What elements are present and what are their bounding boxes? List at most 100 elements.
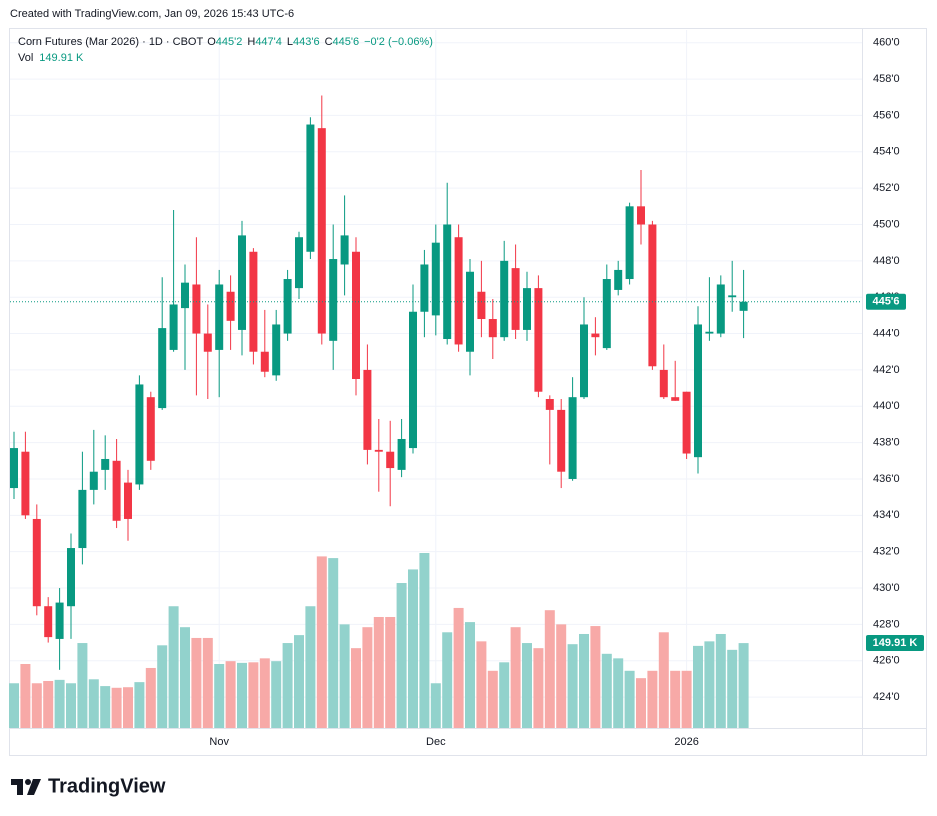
volume-bar <box>670 670 681 728</box>
volume-bar <box>613 658 624 728</box>
candle-body <box>238 235 246 330</box>
candle-body <box>545 398 554 410</box>
candle-body <box>580 324 588 398</box>
candle-body <box>340 235 349 265</box>
candle-body <box>625 206 634 280</box>
volume-bar <box>544 610 555 728</box>
candle-body <box>568 397 577 479</box>
volume-bar <box>693 645 703 728</box>
candle-body <box>317 128 326 334</box>
volume-bar <box>487 670 498 728</box>
volume-bar <box>134 682 145 728</box>
candle-body <box>272 324 281 376</box>
created-note: Created with TradingView.com, Jan 09, 20… <box>10 8 294 20</box>
y-tick-label: 442'0 <box>873 364 900 376</box>
candle-body <box>386 451 395 469</box>
y-tick-label: 430'0 <box>873 582 900 594</box>
volume-bar <box>681 670 692 728</box>
volume-bar <box>385 616 396 728</box>
candle-body <box>146 397 155 461</box>
volume-pane <box>9 553 749 728</box>
candle-body <box>648 224 657 367</box>
volume-bar <box>180 627 190 728</box>
candle-body <box>135 384 144 485</box>
candle-body <box>169 304 178 350</box>
candle-body <box>21 451 30 516</box>
volume-bar <box>590 626 601 728</box>
chart-title: Corn Futures (Mar 2026) · 1D · CBOT <box>18 36 203 48</box>
candle-body <box>488 319 497 338</box>
volume-bar <box>396 583 407 728</box>
candle-body <box>591 333 600 338</box>
candle-body <box>89 471 98 490</box>
volume-bar <box>145 667 156 728</box>
candle-body <box>295 237 303 289</box>
volume-bar <box>601 653 612 728</box>
candle-body <box>614 269 623 290</box>
volume-bar <box>465 622 475 728</box>
candle-body <box>32 518 41 607</box>
candle-body <box>728 295 737 298</box>
volume-bar <box>476 641 487 728</box>
volume-bar <box>191 637 202 728</box>
volume-bar <box>66 683 76 728</box>
volume-bar <box>282 643 293 728</box>
candle-body <box>420 264 429 312</box>
y-tick-label: 424'0 <box>873 691 900 703</box>
candle-body <box>226 291 235 321</box>
candle-body <box>682 391 691 454</box>
volume-bar <box>237 662 247 728</box>
volume-bar <box>522 643 532 728</box>
volume-bar <box>157 645 168 728</box>
volume-value: 149.91 K <box>39 52 84 64</box>
candle-body <box>523 288 531 330</box>
volume-bar <box>408 569 418 728</box>
y-tick-label: 434'0 <box>873 509 900 521</box>
candle-body <box>500 260 509 338</box>
y-tick-label: 448'0 <box>873 255 900 267</box>
x-tick-label: Dec <box>426 736 446 748</box>
volume-bar <box>727 649 738 728</box>
last-price-badge <box>866 293 906 310</box>
candle-body <box>158 328 167 409</box>
candle-body <box>739 301 748 311</box>
legend-key: H <box>247 36 255 48</box>
volume-bar <box>533 648 544 728</box>
legend: Corn Futures (Mar 2026) · 1D · CBOT O 445'… <box>18 36 433 64</box>
volume-bar <box>704 641 715 728</box>
candle-body <box>101 458 110 470</box>
volume-bar <box>111 687 122 728</box>
candle-body <box>397 438 406 470</box>
volume-bar <box>373 616 384 728</box>
volume-bar <box>316 556 327 728</box>
volume-bar <box>9 683 19 728</box>
volume-bar <box>579 633 589 728</box>
candle-body <box>192 284 201 334</box>
candle-body <box>454 237 463 345</box>
legend-value: 443'6 <box>293 36 320 48</box>
candle-body <box>602 279 611 349</box>
y-tick-label: 444'0 <box>873 327 900 339</box>
candle-body <box>203 333 212 352</box>
candle-body <box>78 489 87 549</box>
candle-body <box>671 397 680 401</box>
y-tick-label: 428'0 <box>873 618 900 630</box>
candle-body <box>659 369 668 398</box>
volume-bar <box>647 670 658 728</box>
axes: 424'0 426'0 428'0 430'0 432'0 434'0 436'0 438'0… <box>209 37 924 748</box>
volume-bar <box>294 635 304 728</box>
volume-bar <box>43 680 54 728</box>
volume-bar <box>54 679 65 728</box>
volume-bar <box>453 607 464 728</box>
legend-value: 447'4 <box>255 36 282 48</box>
candle-body <box>215 284 224 350</box>
y-tick-label: 452'0 <box>873 182 900 194</box>
volume-bar <box>168 606 179 728</box>
legend-key: L <box>287 36 293 48</box>
volume-badge <box>866 635 924 651</box>
legend-change: −0'2 (−0.06%) <box>364 36 433 48</box>
volume-bar <box>20 664 31 728</box>
y-tick-label: 432'0 <box>873 546 900 558</box>
volume-bar <box>123 687 133 728</box>
